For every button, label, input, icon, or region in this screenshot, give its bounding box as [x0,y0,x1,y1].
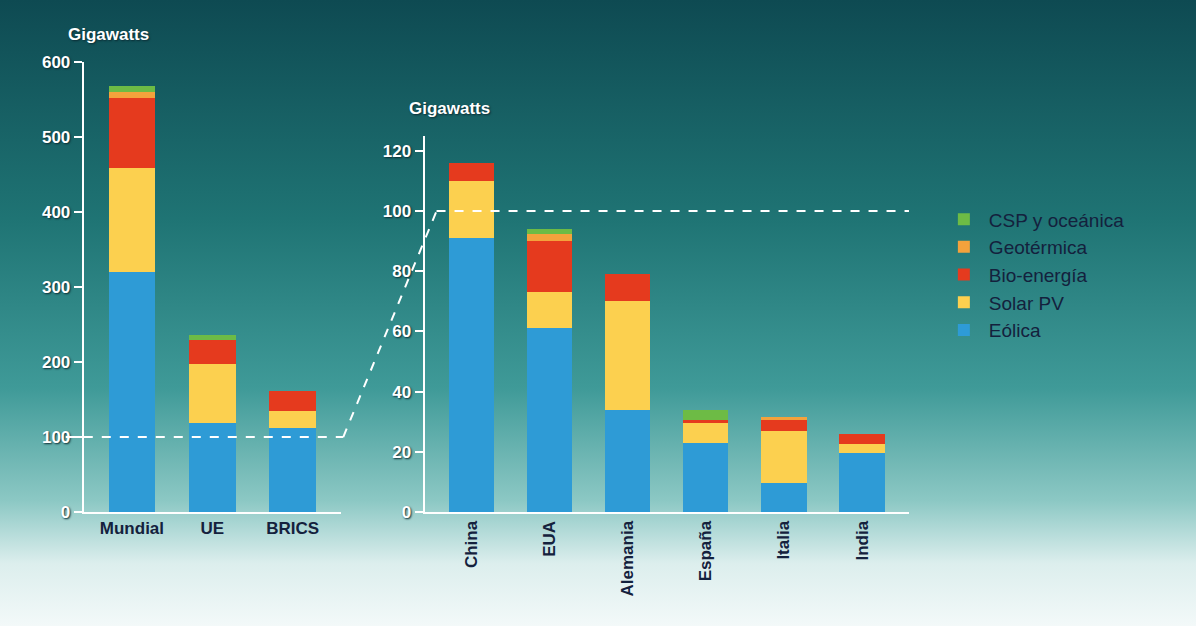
svg-text:China: China [462,520,481,568]
svg-text:BRICS: BRICS [266,519,319,538]
svg-text:60: 60 [392,322,411,341]
svg-text:300: 300 [42,278,70,297]
svg-text:600: 600 [42,53,70,72]
svg-text:120: 120 [383,142,411,161]
svg-text:0: 0 [61,503,70,522]
svg-text:40: 40 [392,383,411,402]
svg-text:Gigawatts: Gigawatts [68,25,149,44]
svg-text:Mundial: Mundial [100,519,164,538]
svg-text:400: 400 [42,203,70,222]
svg-text:Solar PV: Solar PV [989,293,1064,314]
svg-text:Italia: Italia [774,520,793,559]
svg-text:UE: UE [200,519,224,538]
svg-text:100: 100 [383,202,411,221]
svg-text:20: 20 [392,443,411,462]
svg-text:80: 80 [392,262,411,281]
svg-text:EUA: EUA [540,521,559,557]
svg-text:100: 100 [42,428,70,447]
svg-text:CSP y oceánica: CSP y oceánica [989,210,1124,231]
svg-text:España: España [696,520,715,581]
svg-text:Geotérmica: Geotérmica [989,237,1088,258]
svg-text:Alemania: Alemania [618,520,637,596]
svg-text:Bio-energía: Bio-energía [989,265,1088,286]
svg-text:200: 200 [42,353,70,372]
svg-text:500: 500 [42,128,70,147]
svg-text:India: India [853,520,872,560]
svg-text:0: 0 [402,503,411,522]
svg-text:Eólica: Eólica [989,320,1041,341]
svg-text:Gigawatts: Gigawatts [409,99,490,118]
